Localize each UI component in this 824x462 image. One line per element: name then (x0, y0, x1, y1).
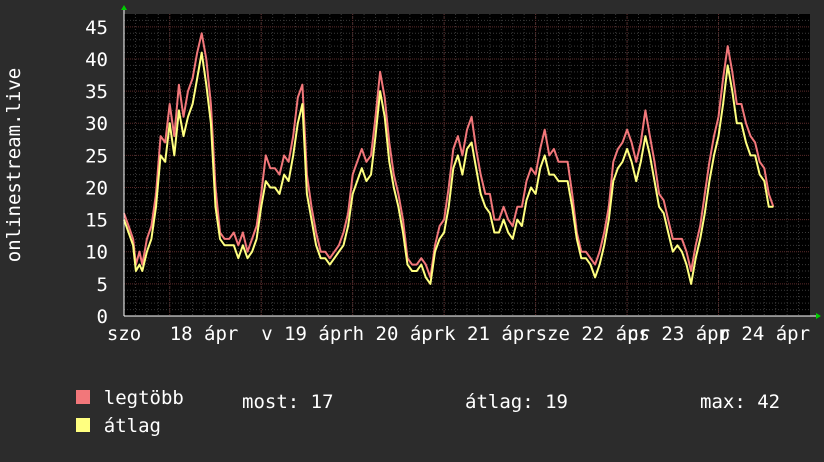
y-tick-label: 15 (85, 210, 108, 232)
legend-item-avg: átlag (30, 390, 161, 437)
y-axis-label: onlinestream.live (3, 68, 25, 262)
stat-max: max: 42 (700, 391, 781, 413)
y-tick-label: 30 (85, 113, 108, 135)
x-tick-label: 18 ápr (170, 323, 239, 345)
x-tick-label: k 21 ápr (444, 323, 536, 345)
legend-label-max: legtöbb (103, 387, 184, 409)
chart: 0 5 10 15 20 25 30 35 40 45 szo 18 ápr v 19 ápr h 20… (3, 5, 821, 437)
x-axis-arrow (816, 313, 821, 319)
y-axis-arrow (121, 5, 127, 10)
series-layer (123, 32, 775, 285)
x-tick-label: cs 23 ápr (627, 323, 730, 345)
y-tick-label: 5 (97, 274, 108, 296)
x-tick-label: szo (107, 323, 141, 345)
x-tick-label: h 20 ápr (353, 323, 445, 345)
y-tick-label: 40 (85, 49, 108, 71)
legend-swatch-avg (75, 417, 90, 432)
x-tick-label: sze 22 ápr (536, 323, 650, 345)
axes (121, 5, 821, 319)
series-line-max (123, 32, 775, 279)
x-tick-labels: szo 18 ápr v 19 ápr h 20 ápr k 21 ápr sze 22 … (107, 323, 810, 345)
y-tick-label: 35 (85, 81, 108, 103)
series-line-avg (123, 51, 774, 285)
y-tick-label: 45 (85, 17, 108, 39)
x-tick-label: p 24 ápr (719, 323, 811, 345)
y-tick-label: 0 (97, 306, 108, 328)
stat-average: átlag: 19 (465, 391, 568, 413)
x-tick-label: v 19 ápr (261, 323, 353, 345)
stat-now: most: 17 (242, 391, 334, 413)
legend-label-avg: átlag (103, 415, 161, 437)
y-tick-label: 25 (85, 145, 108, 167)
y-tick-label: 10 (85, 242, 108, 264)
legend-swatch-max (75, 389, 90, 404)
y-tick-label: 20 (85, 177, 108, 199)
legend-item-max: legtöbb (30, 362, 184, 409)
chart-svg: 0 5 10 15 20 25 30 35 40 45 szo 18 ápr v 19 ápr h 20… (3, 5, 821, 345)
y-tick-labels: 0 5 10 15 20 25 30 35 40 45 (85, 17, 108, 328)
